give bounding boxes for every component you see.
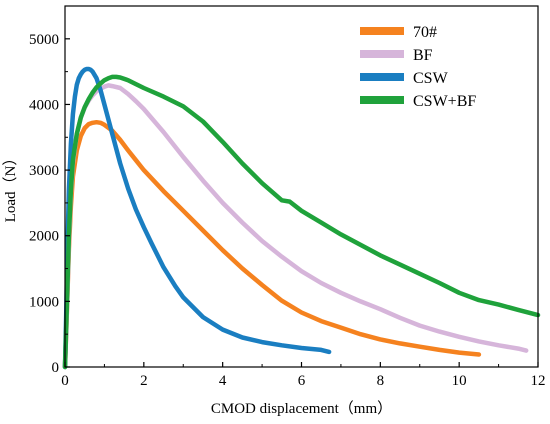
y-tick-label: 5000 bbox=[29, 32, 59, 48]
x-tick-label: 8 bbox=[377, 373, 385, 389]
y-tick-label: 0 bbox=[52, 360, 60, 376]
y-tick-label: 3000 bbox=[29, 163, 59, 179]
series-line-2 bbox=[62, 66, 332, 370]
legend: 70# BF CSW CSW+BF bbox=[360, 24, 476, 110]
x-tick-label: 6 bbox=[298, 373, 306, 389]
legend-label-3: CSW+BF bbox=[413, 93, 476, 110]
y-axis-title: Load（N） bbox=[2, 151, 19, 223]
legend-label-2: CSW bbox=[413, 70, 449, 87]
x-tick-label: 2 bbox=[140, 373, 148, 389]
x-tick-label: 12 bbox=[531, 373, 546, 389]
series-line-3 bbox=[62, 74, 541, 370]
x-tick-label: 4 bbox=[219, 373, 227, 389]
series-line-1 bbox=[62, 83, 529, 370]
plot-area bbox=[62, 66, 541, 370]
x-axis-title: CMOD displacement（mm） bbox=[211, 400, 392, 417]
y-tick-label: 2000 bbox=[29, 229, 59, 245]
x-tick-label: 0 bbox=[61, 373, 69, 389]
y-tick-label: 1000 bbox=[29, 294, 59, 310]
legend-label-1: BF bbox=[413, 47, 433, 64]
series-line-0 bbox=[62, 119, 482, 370]
legend-label-0: 70# bbox=[413, 24, 437, 41]
x-tick-label: 10 bbox=[452, 373, 467, 389]
axes: 0 2 4 6 8 10 12 0 1000 2000 3000 4000 5000 bbox=[29, 5, 546, 389]
y-tick-label: 4000 bbox=[29, 97, 59, 113]
